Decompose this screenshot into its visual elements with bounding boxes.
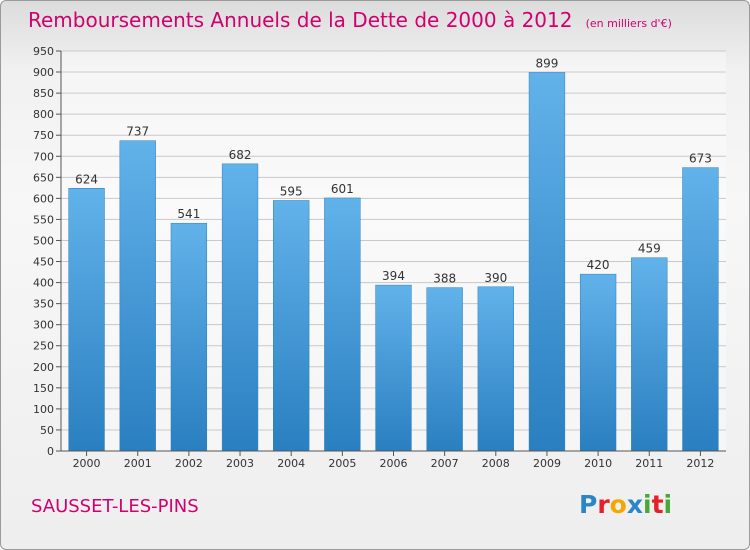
y-tick-label: 850	[33, 87, 54, 100]
logo-letter: o	[609, 490, 627, 519]
logo-letter: P	[579, 490, 598, 519]
bar-2000	[68, 188, 105, 452]
data-label: 673	[689, 152, 712, 166]
y-tick-label: 800	[33, 108, 54, 121]
y-tick-label: 600	[33, 192, 54, 205]
y-tick-label: 100	[33, 403, 54, 416]
data-label: 737	[126, 125, 149, 139]
y-tick-label: 700	[33, 150, 54, 163]
x-tick-label: 2000	[73, 457, 101, 470]
x-tick-label: 2008	[482, 457, 510, 470]
x-tick-label: 2004	[277, 457, 305, 470]
chart-title: Remboursements Annuels de la Dette de 20…	[28, 8, 672, 32]
x-tick-label: 2005	[328, 457, 356, 470]
x-tick-label: 2007	[431, 457, 459, 470]
x-tick-label: 2009	[533, 457, 561, 470]
logo-letter: i	[663, 490, 673, 519]
data-label: 624	[75, 172, 98, 186]
bar-2011	[631, 257, 668, 452]
x-tick-label: 2001	[124, 457, 152, 470]
bars: 624 737 541 682 595 601 394 388 390 899 420 459 673	[68, 56, 719, 452]
bar-2008	[477, 286, 514, 452]
bar-2004	[273, 200, 310, 452]
x-tick-label: 2012	[686, 457, 714, 470]
y-axis: 0 50 100 150 200 250 300 350 400 450 500 550 600 650 7…	[33, 45, 62, 458]
y-tick-label: 350	[33, 298, 54, 311]
y-tick-label: 400	[33, 277, 54, 290]
bar-2009	[528, 72, 566, 452]
y-tick-label: 250	[33, 340, 54, 353]
logo-letter: t	[651, 490, 664, 519]
bar-2005	[324, 197, 361, 452]
chart-title-main: Remboursements Annuels de la Dette de 20…	[28, 8, 573, 32]
data-label: 394	[382, 269, 405, 283]
data-label: 388	[433, 272, 456, 286]
bar-2007	[426, 287, 463, 452]
logo-letter: i	[643, 490, 652, 519]
location-name: SAUSSET-LES-PINS	[31, 496, 199, 517]
y-tick-label: 750	[33, 129, 54, 142]
y-tick-label: 300	[33, 319, 54, 332]
logo-letter: x	[626, 490, 643, 519]
bar-2002	[170, 222, 208, 452]
data-label: 899	[536, 56, 559, 70]
data-label: 541	[177, 207, 200, 221]
x-tick-label: 2006	[380, 457, 408, 470]
y-tick-label: 950	[33, 45, 54, 58]
bar-2006	[375, 284, 412, 452]
data-label: 459	[638, 242, 661, 256]
x-tick-label: 2010	[584, 457, 612, 470]
y-tick-label: 150	[33, 382, 54, 395]
y-tick-label: 0	[47, 445, 54, 458]
y-tick-label: 550	[33, 213, 54, 226]
x-tick-label: 2003	[226, 457, 254, 470]
logo-letter: r	[597, 490, 610, 519]
bar-2003	[221, 163, 259, 452]
x-tick-label: 2011	[635, 457, 663, 470]
data-label: 601	[331, 182, 354, 196]
bar-2012	[682, 167, 719, 452]
bar-2010	[579, 273, 617, 452]
y-tick-label: 450	[33, 256, 54, 269]
x-tick-label: 2002	[175, 457, 203, 470]
bar-2001	[119, 140, 156, 452]
x-axis: 2000 2001 2002 2003 2004 2005 2006 2007 2008 2009…	[61, 450, 726, 470]
data-label: 682	[229, 148, 252, 162]
y-tick-label: 500	[33, 234, 54, 247]
y-tick-label: 200	[33, 361, 54, 374]
data-label: 420	[587, 258, 610, 272]
proxiti-logo[interactable]: Proxiti	[579, 490, 672, 519]
y-tick-label: 900	[33, 66, 54, 79]
data-label: 390	[484, 271, 507, 285]
chart-title-unit: (en milliers d'€)	[585, 17, 672, 30]
data-label: 595	[280, 184, 303, 198]
y-tick-label: 650	[33, 171, 54, 184]
y-tick-label: 50	[40, 424, 54, 437]
